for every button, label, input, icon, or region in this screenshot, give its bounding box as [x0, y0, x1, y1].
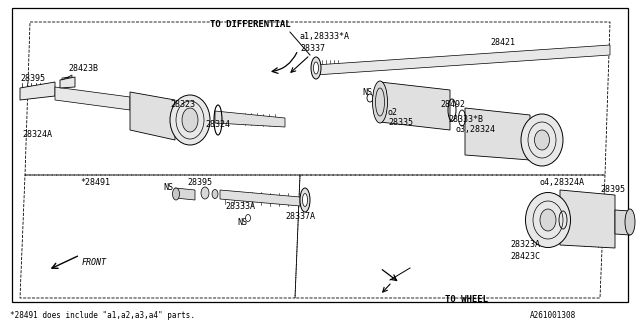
Text: A261001308: A261001308	[530, 311, 576, 320]
Text: 28395: 28395	[20, 74, 45, 83]
Text: a1,28333*A: a1,28333*A	[300, 32, 350, 41]
Polygon shape	[55, 87, 130, 110]
Ellipse shape	[625, 209, 635, 235]
Polygon shape	[215, 111, 285, 127]
Text: FRONT: FRONT	[82, 258, 107, 267]
Polygon shape	[175, 188, 195, 200]
Text: NS: NS	[163, 183, 173, 192]
Text: o2: o2	[388, 108, 398, 117]
Text: 28421: 28421	[490, 38, 515, 47]
Polygon shape	[62, 75, 72, 80]
Text: 28324A: 28324A	[22, 130, 52, 139]
Ellipse shape	[182, 108, 198, 132]
Ellipse shape	[540, 209, 556, 231]
Text: 28323: 28323	[170, 100, 195, 109]
Ellipse shape	[367, 94, 373, 102]
Polygon shape	[130, 92, 175, 140]
Text: 28492: 28492	[440, 100, 465, 109]
Ellipse shape	[525, 193, 570, 247]
Text: 28337: 28337	[300, 44, 325, 53]
Text: o4,28324A: o4,28324A	[540, 178, 585, 187]
Text: *28491: *28491	[80, 178, 110, 187]
Ellipse shape	[201, 187, 209, 199]
Text: 28423C: 28423C	[510, 252, 540, 261]
Ellipse shape	[212, 189, 218, 198]
Text: 28337A: 28337A	[285, 212, 315, 221]
Ellipse shape	[314, 62, 319, 74]
Text: 28395: 28395	[187, 178, 212, 187]
Text: 28423B: 28423B	[68, 64, 98, 73]
Polygon shape	[560, 190, 615, 248]
Text: NS: NS	[362, 88, 372, 97]
Ellipse shape	[534, 130, 550, 150]
Text: 28395: 28395	[600, 185, 625, 194]
Polygon shape	[380, 82, 450, 130]
Text: 28335: 28335	[388, 118, 413, 127]
Text: *28491 does include "a1,a2,a3,a4" parts.: *28491 does include "a1,a2,a3,a4" parts.	[10, 311, 195, 320]
Text: o3,28324: o3,28324	[456, 125, 496, 134]
Ellipse shape	[311, 57, 321, 79]
Text: 28333*B: 28333*B	[448, 115, 483, 124]
Polygon shape	[60, 77, 75, 88]
Polygon shape	[220, 190, 300, 206]
Polygon shape	[615, 210, 630, 235]
Ellipse shape	[372, 81, 387, 123]
Polygon shape	[465, 108, 530, 160]
Ellipse shape	[303, 194, 307, 206]
Text: TO WHEEL: TO WHEEL	[445, 295, 488, 304]
Ellipse shape	[300, 188, 310, 212]
Polygon shape	[20, 82, 55, 100]
Text: NS: NS	[237, 218, 247, 227]
Polygon shape	[315, 45, 610, 75]
Text: 28323A: 28323A	[510, 240, 540, 249]
Ellipse shape	[521, 114, 563, 166]
Ellipse shape	[173, 188, 179, 200]
Text: 28333A: 28333A	[225, 202, 255, 211]
Text: 28324: 28324	[205, 120, 230, 129]
Text: TO DIFFERENTIAL: TO DIFFERENTIAL	[210, 20, 291, 29]
Ellipse shape	[170, 95, 210, 145]
Ellipse shape	[246, 214, 250, 221]
